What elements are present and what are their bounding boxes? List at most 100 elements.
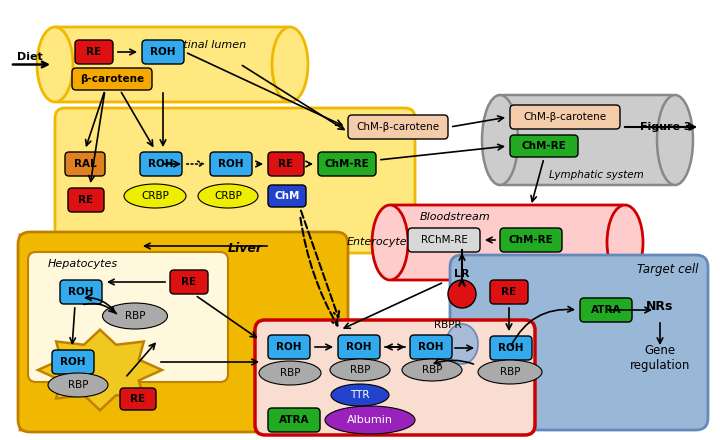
Text: β-carotene: β-carotene [80,74,144,84]
FancyBboxPatch shape [408,228,480,252]
Text: Intestinal lumen: Intestinal lumen [156,40,246,50]
Polygon shape [38,330,162,410]
Text: Hepatocytes: Hepatocytes [48,259,118,269]
Ellipse shape [259,361,321,385]
FancyBboxPatch shape [510,135,578,157]
Ellipse shape [331,384,389,406]
Ellipse shape [102,303,168,329]
Text: ChM-RE: ChM-RE [508,235,554,245]
FancyBboxPatch shape [490,336,532,360]
Text: NRs: NRs [647,300,674,312]
FancyBboxPatch shape [268,185,306,207]
FancyBboxPatch shape [510,105,620,129]
Text: RE: RE [130,394,145,404]
Text: RE: RE [279,159,294,169]
FancyBboxPatch shape [390,205,625,280]
Text: RE: RE [501,287,516,297]
FancyBboxPatch shape [120,388,156,410]
FancyBboxPatch shape [255,320,535,435]
Text: ROH: ROH [150,47,176,57]
Text: Lymphatic system: Lymphatic system [549,170,644,180]
Text: RE: RE [181,277,197,287]
Text: ChM: ChM [274,191,300,201]
FancyBboxPatch shape [55,108,415,253]
Text: Bloodstream: Bloodstream [420,212,491,222]
Ellipse shape [446,324,478,364]
Text: Figure 3: Figure 3 [641,122,692,132]
Text: ROH: ROH [218,159,244,169]
Text: ChM-RE: ChM-RE [325,159,369,169]
Text: RAL: RAL [73,159,96,169]
Text: ROH: ROH [346,342,372,352]
Text: RBP: RBP [280,368,300,378]
FancyBboxPatch shape [500,228,562,252]
FancyBboxPatch shape [450,255,708,430]
FancyBboxPatch shape [210,152,252,176]
Text: RE: RE [86,47,102,57]
Text: RBP: RBP [68,380,89,390]
FancyBboxPatch shape [28,252,228,382]
Ellipse shape [607,205,643,280]
Text: Liver: Liver [228,242,263,254]
Ellipse shape [272,27,308,102]
Text: ChM-β-carotene: ChM-β-carotene [523,112,606,122]
Ellipse shape [482,95,518,185]
FancyBboxPatch shape [338,335,380,359]
Text: ChM-β-carotene: ChM-β-carotene [356,122,440,132]
Text: RBP: RBP [125,311,145,321]
Text: Albumin: Albumin [347,415,393,425]
Text: ATRA: ATRA [590,305,621,315]
FancyBboxPatch shape [410,335,452,359]
Text: Enterocyte: Enterocyte [346,237,407,247]
Ellipse shape [478,360,542,384]
Ellipse shape [325,406,415,434]
Text: ROH: ROH [148,159,174,169]
FancyBboxPatch shape [18,232,348,432]
Text: LR: LR [454,269,469,279]
FancyBboxPatch shape [580,298,632,322]
FancyBboxPatch shape [55,27,290,102]
FancyBboxPatch shape [318,152,376,176]
FancyBboxPatch shape [65,152,105,176]
FancyBboxPatch shape [268,335,310,359]
FancyBboxPatch shape [348,115,448,139]
Text: Gene
regulation: Gene regulation [630,344,690,372]
Ellipse shape [372,205,408,280]
Text: ROH: ROH [68,287,94,297]
Ellipse shape [657,95,693,185]
FancyBboxPatch shape [72,68,152,90]
FancyBboxPatch shape [268,408,320,432]
Ellipse shape [198,184,258,208]
Text: Diet: Diet [17,51,42,62]
Polygon shape [20,235,340,430]
FancyBboxPatch shape [75,40,113,64]
Text: ChM-RE: ChM-RE [521,141,567,151]
FancyBboxPatch shape [68,188,104,212]
Text: ROH: ROH [60,357,86,367]
Ellipse shape [330,359,390,381]
Text: RBP: RBP [500,367,521,377]
Text: ROH: ROH [276,342,302,352]
Text: RE: RE [78,195,94,205]
Text: CRBP: CRBP [214,191,242,201]
Ellipse shape [124,184,186,208]
Text: RBP: RBP [422,365,442,375]
Text: RChM-RE: RChM-RE [420,235,467,245]
FancyBboxPatch shape [52,350,94,374]
FancyBboxPatch shape [490,280,528,304]
Ellipse shape [37,27,73,102]
FancyBboxPatch shape [500,95,675,185]
Text: ATRA: ATRA [279,415,310,425]
Text: RBP: RBP [350,365,370,375]
FancyBboxPatch shape [142,40,184,64]
Text: ROH: ROH [498,343,523,353]
Text: CRBP: CRBP [141,191,169,201]
Text: TTR: TTR [350,390,370,400]
Circle shape [448,280,476,308]
FancyBboxPatch shape [170,270,208,294]
FancyBboxPatch shape [140,152,182,176]
FancyBboxPatch shape [60,280,102,304]
Ellipse shape [402,359,462,381]
FancyBboxPatch shape [268,152,304,176]
Ellipse shape [48,373,108,397]
